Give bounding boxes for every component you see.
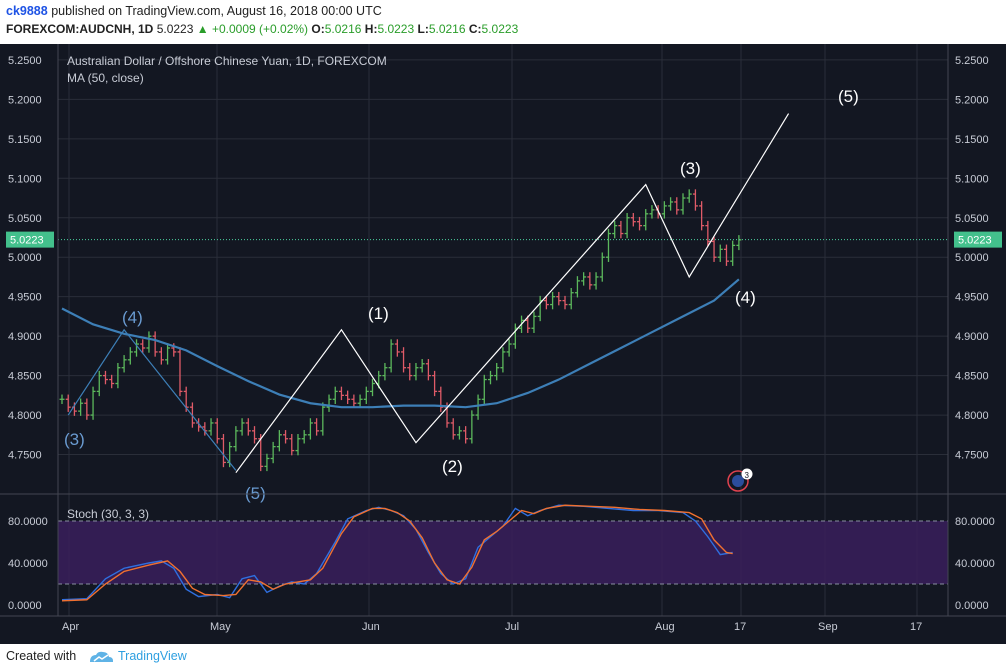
new-wave-label: (4) <box>735 288 756 307</box>
stoch-tick-left: 80.0000 <box>8 516 48 528</box>
symbol-label: FOREXCOM:AUDCNH, 1D <box>6 22 154 36</box>
time-tick: Sep <box>818 621 838 633</box>
moving-average <box>61 278 740 409</box>
stoch-tick-right: 40.0000 <box>955 558 995 570</box>
elliott-waves: (3)(4)(5)(1)(2)(3)(4)(5) <box>64 87 859 503</box>
price-tick-left: 5.1500 <box>8 134 42 146</box>
old-wave-line <box>67 328 237 471</box>
price-tick-left: 4.9000 <box>8 331 42 343</box>
stoch-legend: Stoch (30, 3, 3) <box>67 507 149 521</box>
high-value: 5.0223 <box>377 22 415 36</box>
event-icon <box>727 470 749 492</box>
new-wave-label: (3) <box>680 159 701 178</box>
axes: 5.2500 5.2500 5.2000 5.2000 5.1500 5.1500 5.10… <box>0 44 1006 633</box>
new-wave-line <box>235 113 790 474</box>
price-tick-left: 5.0000 <box>8 252 42 264</box>
time-tick: May <box>210 621 231 633</box>
stoch-tick-left: 0.0000 <box>8 600 42 612</box>
published-text: published on TradingView.com, August 16,… <box>51 4 382 18</box>
price-tick-right: 5.0000 <box>955 252 989 264</box>
created-with-text: Created with <box>6 649 77 663</box>
price-tick-right: 5.2500 <box>955 55 989 67</box>
time-tick: Aug <box>655 621 675 633</box>
event-flag-icon <box>732 475 744 487</box>
new-wave-label: (5) <box>838 87 859 106</box>
time-tick: Apr <box>62 621 79 633</box>
event-badge-count: 3 <box>745 471 750 480</box>
publish-line: ck9888 published on TradingView.com, Aug… <box>6 4 382 18</box>
grid-lines <box>58 44 948 616</box>
stoch-tick-right: 80.0000 <box>955 516 995 528</box>
event-badge <box>741 468 753 480</box>
close-value: 5.0223 <box>481 22 519 36</box>
low-label: L: <box>417 22 429 36</box>
price-tick-right: 4.9000 <box>955 331 989 343</box>
left-price-tag <box>6 231 54 248</box>
time-tick: 17 <box>734 621 746 633</box>
price-tick-right: 5.1000 <box>955 173 989 185</box>
high-label: H: <box>364 22 378 36</box>
right-price-tag <box>954 231 1002 248</box>
tradingview-logo-icon[interactable] <box>88 650 114 664</box>
open-label: O: <box>311 22 325 36</box>
chart-title: Australian Dollar / Offshore Chinese Yua… <box>67 54 387 68</box>
stoch-tick-right: 0.0000 <box>955 600 989 612</box>
price-tick-left: 4.9500 <box>8 292 42 304</box>
open-value: 5.0216 <box>324 22 362 36</box>
new-wave-label: (2) <box>442 457 463 476</box>
right-price-tag-text: 5.0223 <box>958 235 992 247</box>
price-tick-left: 4.7500 <box>8 450 42 462</box>
price-tick-right: 4.7500 <box>955 450 989 462</box>
ohlc-line: FOREXCOM:AUDCNH, 1D 5.0223 ▲ +0.0009 (+0… <box>6 22 518 36</box>
price-chart[interactable]: (3)(4)(5)(1)(2)(3)(4)(5) 5.2500 5.25005.2… <box>0 44 1006 644</box>
stoch-overbought-band <box>58 521 948 584</box>
chart-header: ck9888 published on TradingView.com, Aug… <box>0 0 1006 44</box>
price-change: +0.0009 (+0.02%) <box>211 22 309 36</box>
price-tick-right: 4.8000 <box>955 410 989 422</box>
stoch-d-line <box>61 504 733 602</box>
price-tick-left: 5.2500 <box>8 55 42 67</box>
ma-legend: MA (50, close) <box>67 71 144 85</box>
stoch-tick-left: 40.0000 <box>8 558 48 570</box>
up-arrow-icon: ▲ <box>196 22 209 36</box>
time-tick: 17 <box>910 621 922 633</box>
price-tick-left: 4.8500 <box>8 371 42 383</box>
username[interactable]: ck9888 <box>6 4 48 18</box>
price-tick-left: 5.2000 <box>8 94 42 106</box>
last-price: 5.0223 <box>156 22 194 36</box>
stoch-band <box>58 520 948 585</box>
price-tick-left: 5.0500 <box>8 213 42 225</box>
price-tick-left: 4.8000 <box>8 410 42 422</box>
time-tick: Jul <box>505 621 519 633</box>
old-wave-label: (3) <box>64 430 85 449</box>
price-tick-right: 4.8500 <box>955 371 989 383</box>
old-wave-label: (4) <box>122 308 143 327</box>
close-label: C: <box>468 22 482 36</box>
price-tick-left: 5.1000 <box>8 173 42 185</box>
stoch-lines <box>61 504 733 602</box>
low-value: 5.0216 <box>428 22 466 36</box>
overlay: 5.0223 5.0223 3 <box>6 231 1002 492</box>
new-wave-label: (1) <box>368 304 389 323</box>
time-tick: Jun <box>362 621 380 633</box>
tradingview-brand[interactable]: TradingView <box>118 649 187 663</box>
left-price-tag-text: 5.0223 <box>10 235 44 247</box>
price-tick-right: 5.0500 <box>955 213 989 225</box>
price-tick-right: 5.2000 <box>955 94 989 106</box>
price-tick-right: 4.9500 <box>955 292 989 304</box>
footer: Created with TradingView <box>0 644 1006 672</box>
ma-line <box>61 278 740 409</box>
price-tick-right: 5.1500 <box>955 134 989 146</box>
